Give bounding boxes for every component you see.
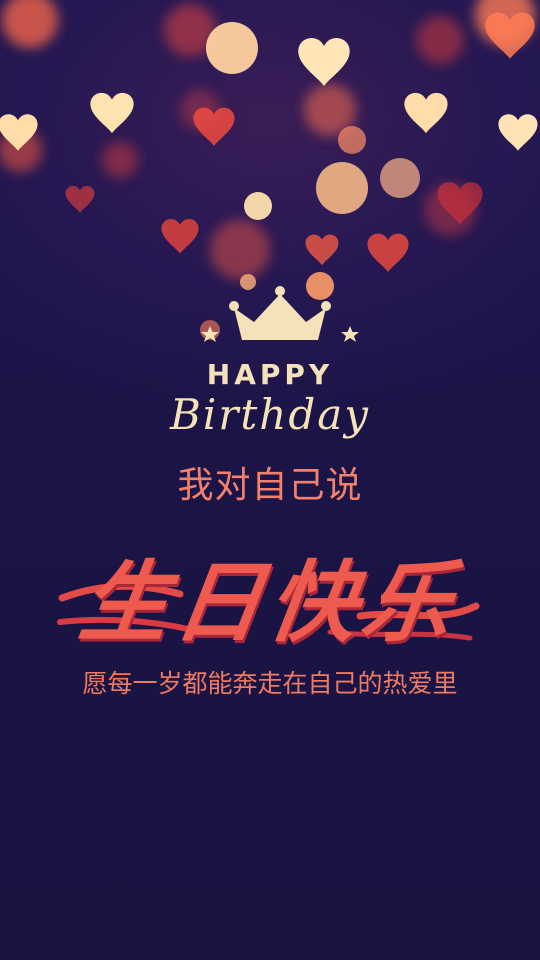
subtitle-text: 我对自己说 — [177, 465, 363, 506]
heart-icon — [298, 37, 350, 86]
heart-icon — [367, 233, 409, 272]
crown-icon — [275, 286, 285, 296]
heart-icon — [485, 12, 535, 59]
star-icon — [201, 326, 219, 342]
heart-icon — [90, 92, 134, 134]
ribbon-flourish — [57, 582, 480, 641]
star-icon — [341, 326, 359, 342]
heart-icon — [0, 114, 38, 151]
heart-icons — [0, 12, 538, 272]
birthday-title: 生日快乐 — [73, 550, 465, 654]
heart-icon — [437, 182, 483, 225]
heart-icon — [404, 92, 448, 134]
heart-icon — [193, 107, 235, 146]
crown-icon — [321, 301, 331, 311]
heart-icon — [65, 185, 95, 213]
wish-text: 愿每一岁都能奔走在自己的热爱里 — [82, 669, 458, 698]
crown-icon — [234, 294, 326, 340]
birthday-text: Birthday — [170, 390, 370, 439]
heart-icon — [305, 234, 339, 266]
birthday-title-artwork: 生日快乐 — [0, 520, 540, 654]
bright-bokeh — [200, 22, 420, 340]
heart-icon — [498, 114, 538, 151]
bokeh-hearts-background — [0, 0, 538, 340]
crown-with-stars — [201, 286, 359, 342]
crown-icon — [229, 301, 239, 311]
happy-text: HAPPY — [206, 358, 334, 391]
bokeh-circles — [0, 0, 535, 280]
heart-icon — [161, 219, 199, 254]
